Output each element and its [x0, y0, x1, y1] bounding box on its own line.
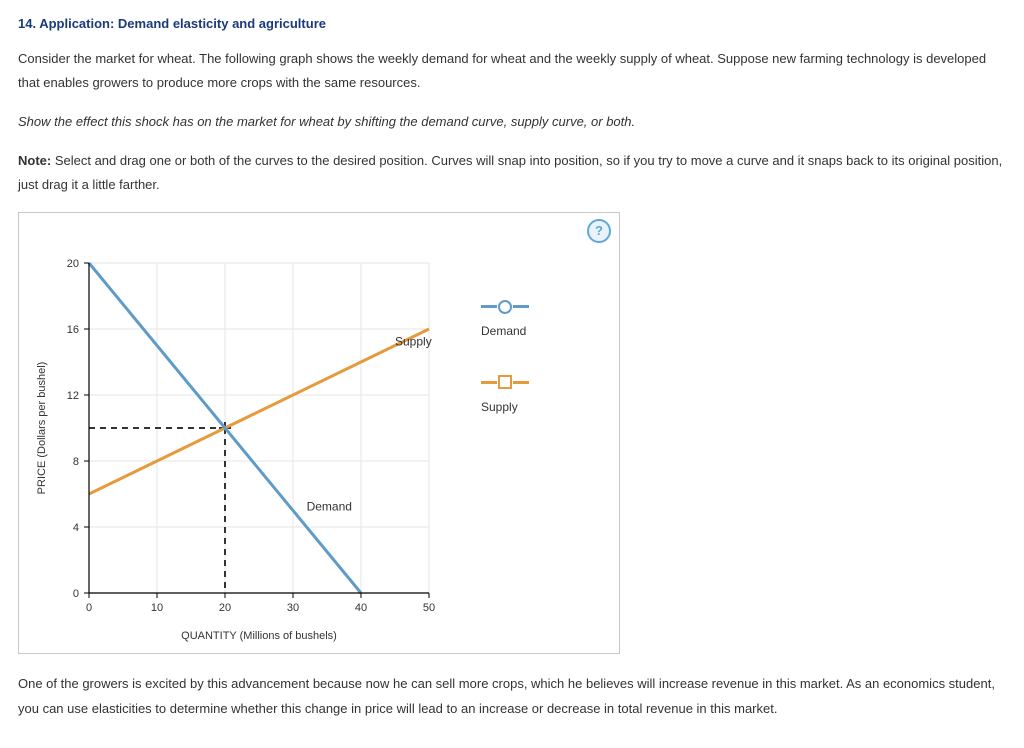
legend-demand-label: Demand	[481, 320, 529, 343]
svg-text:4: 4	[73, 522, 79, 534]
svg-text:30: 30	[287, 602, 299, 614]
followup-paragraph: One of the growers is excited by this ad…	[18, 672, 1006, 721]
svg-text:QUANTITY (Millions of bushels): QUANTITY (Millions of bushels)	[181, 630, 337, 642]
help-icon[interactable]: ?	[587, 219, 611, 243]
svg-text:16: 16	[67, 324, 79, 336]
chart-panel: ? 0 10 20 30 40 50 0 4 8 12 16 20 QUANTITY (Millions…	[18, 212, 620, 654]
legend-supply-label: Supply	[481, 396, 529, 419]
legend-demand[interactable]: Demand	[481, 293, 529, 343]
svg-text:PRICE (Dollars per bushel): PRICE (Dollars per bushel)	[36, 362, 48, 495]
svg-text:Supply: Supply	[395, 335, 432, 349]
svg-text:50: 50	[423, 602, 435, 614]
supply-demand-chart[interactable]: 0 10 20 30 40 50 0 4 8 12 16 20 QUANTITY (Millions o…	[29, 233, 459, 653]
svg-text:10: 10	[151, 602, 163, 614]
svg-text:20: 20	[219, 602, 231, 614]
svg-text:Demand: Demand	[307, 500, 352, 514]
note-label: Note:	[18, 153, 51, 168]
svg-text:8: 8	[73, 456, 79, 468]
intro-paragraph: Consider the market for wheat. The follo…	[18, 47, 1006, 96]
note-text: Select and drag one or both of the curve…	[18, 153, 1002, 193]
question-heading: 14. Application: Demand elasticity and a…	[18, 12, 1006, 37]
svg-text:12: 12	[67, 390, 79, 402]
chart-legend: Demand Supply	[481, 293, 529, 444]
svg-text:20: 20	[67, 258, 79, 270]
svg-text:40: 40	[355, 602, 367, 614]
svg-text:0: 0	[73, 588, 79, 600]
svg-text:0: 0	[86, 602, 92, 614]
instruction-text: Show the effect this shock has on the ma…	[18, 110, 1006, 135]
legend-supply[interactable]: Supply	[481, 369, 529, 419]
note-paragraph: Note: Select and drag one or both of the…	[18, 149, 1006, 198]
